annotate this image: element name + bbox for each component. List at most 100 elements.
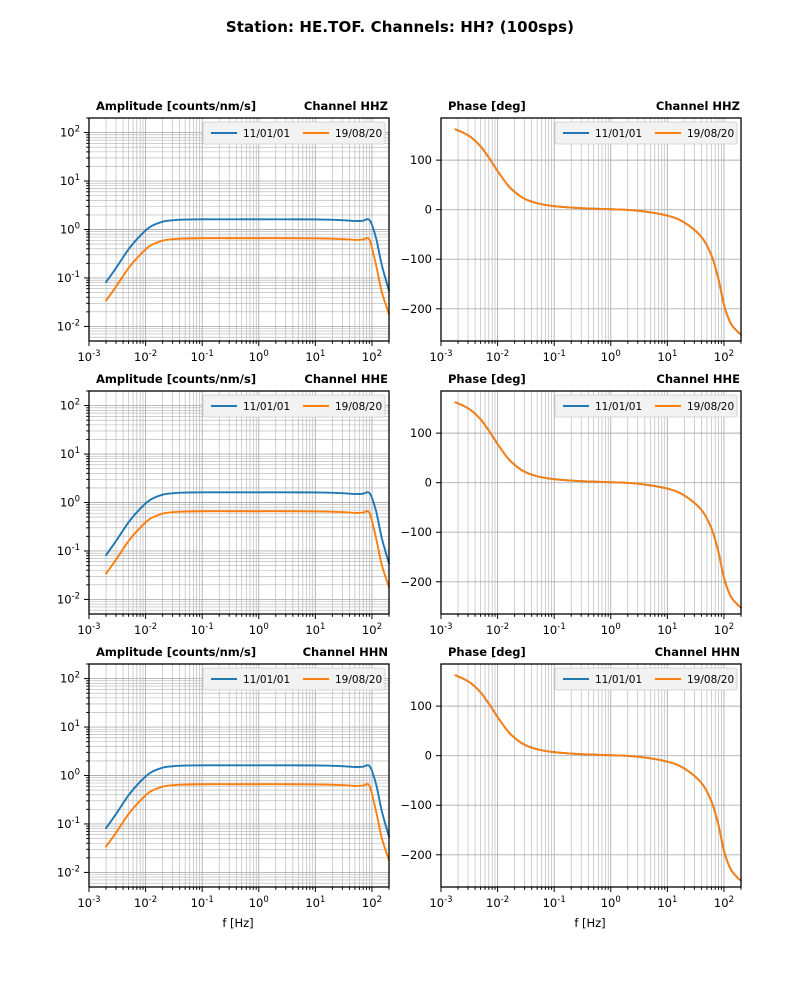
- svg-text:100: 100: [601, 895, 621, 910]
- gridlines: [88, 390, 390, 615]
- svg-text:102: 102: [60, 398, 80, 413]
- svg-text:10-1: 10-1: [191, 895, 214, 910]
- svg-text:10-2: 10-2: [134, 349, 157, 364]
- chart-svg: 10-3 10-2 10-1 100 101 102 10-2 10-1 100 101 102 11…: [57, 390, 390, 637]
- svg-text:100: 100: [410, 426, 432, 440]
- legend: 11/01/01 19/08/20: [202, 667, 386, 691]
- svg-text:10-1: 10-1: [543, 895, 566, 910]
- svg-text:100: 100: [410, 153, 432, 167]
- svg-text:−100: −100: [400, 252, 432, 266]
- channel-label-hhe-amplitude: Channel HHE: [304, 372, 388, 386]
- gridlines: [440, 391, 742, 614]
- axis-ticks: 10-3 10-2 10-1 100 101 102 10-2 10-1 100 101 102: [57, 390, 390, 637]
- svg-text:10-2: 10-2: [486, 622, 509, 637]
- svg-text:102: 102: [362, 895, 382, 910]
- legend-label-2: 19/08/20: [335, 401, 382, 413]
- axis-ticks: 10-3 10-2 10-1 100 101 102 10-2 10-1 100 101 102: [57, 663, 390, 910]
- legend-label-2: 19/08/20: [687, 128, 734, 140]
- data-series-group: [105, 491, 390, 588]
- amplitude-axis-label: Amplitude [counts/nm/s]: [96, 372, 257, 386]
- data-line-2: [105, 510, 390, 588]
- axis-ticks: 10-3 10-2 10-1 100 101 102 10-2 10-1 100 101 102: [57, 117, 390, 364]
- data-series-group: [454, 674, 742, 882]
- gridlines: [440, 118, 742, 341]
- svg-text:101: 101: [657, 895, 677, 910]
- legend: 11/01/01 19/08/20: [554, 121, 738, 145]
- svg-text:−200: −200: [400, 575, 432, 589]
- data-line-1: [105, 491, 390, 565]
- legend-box: [202, 667, 386, 691]
- amplitude-axis-label: Amplitude [counts/nm/s]: [96, 99, 257, 113]
- svg-text:10-1: 10-1: [57, 270, 80, 285]
- svg-text:−200: −200: [400, 848, 432, 862]
- svg-text:100: 100: [410, 699, 432, 713]
- gridlines: [440, 664, 742, 887]
- channel-label-hhn-phase: Channel HHN: [654, 645, 740, 659]
- channel-label-hhz-phase: Channel HHZ: [655, 99, 740, 113]
- plot-area-hhe-amplitude: 10-3 10-2 10-1 100 101 102 10-2 10-1 100 101 102 11…: [57, 390, 390, 637]
- data-line-1: [105, 218, 390, 292]
- svg-text:10-1: 10-1: [543, 349, 566, 364]
- channel-label-hhn-amplitude: Channel HHN: [302, 645, 388, 659]
- svg-text:0: 0: [425, 749, 432, 763]
- svg-text:100: 100: [60, 495, 80, 510]
- legend-label-1: 11/01/01: [243, 128, 290, 140]
- legend-box: [202, 121, 386, 145]
- chart-svg: 10-3 10-2 10-1 100 101 102 −200 −100 0 100 11/01/0…: [400, 663, 742, 910]
- svg-text:102: 102: [714, 622, 734, 637]
- svg-text:100: 100: [601, 349, 621, 364]
- legend-label-2: 19/08/20: [335, 128, 382, 140]
- svg-text:100: 100: [60, 768, 80, 783]
- amplitude-axis-label: Amplitude [counts/nm/s]: [96, 645, 257, 659]
- legend-label-1: 11/01/01: [595, 128, 642, 140]
- panel-hhz-amplitude: Amplitude [counts/nm/s] Channel HHZ 10-3…: [57, 99, 390, 364]
- svg-text:100: 100: [249, 895, 269, 910]
- svg-text:100: 100: [249, 622, 269, 637]
- svg-text:10-3: 10-3: [77, 895, 100, 910]
- legend-label-2: 19/08/20: [687, 401, 734, 413]
- svg-text:−100: −100: [400, 525, 432, 539]
- legend-label-2: 19/08/20: [335, 674, 382, 686]
- legend-label-1: 11/01/01: [243, 401, 290, 413]
- svg-text:10-1: 10-1: [191, 622, 214, 637]
- svg-text:102: 102: [60, 671, 80, 686]
- legend-box: [554, 394, 738, 418]
- svg-text:−100: −100: [400, 798, 432, 812]
- plot-area-hhe-phase: 10-3 10-2 10-1 100 101 102 −200 −100 0 100 11/01/0…: [400, 390, 742, 637]
- legend: 11/01/01 19/08/20: [554, 394, 738, 418]
- svg-text:10-3: 10-3: [429, 895, 452, 910]
- plot-area-hhz-amplitude: 10-3 10-2 10-1 100 101 102 10-2 10-1 100 101 102 11…: [57, 117, 390, 364]
- svg-text:102: 102: [362, 622, 382, 637]
- svg-text:−200: −200: [400, 302, 432, 316]
- svg-text:101: 101: [60, 173, 80, 188]
- legend-label-1: 11/01/01: [243, 674, 290, 686]
- axis-ticks: 10-3 10-2 10-1 100 101 102 −200 −100 0 100: [400, 426, 742, 637]
- svg-text:101: 101: [305, 622, 325, 637]
- data-line-1: [105, 764, 390, 838]
- svg-text:102: 102: [362, 349, 382, 364]
- plot-area-hhz-phase: 10-3 10-2 10-1 100 101 102 −200 −100 0 100 11/01/0…: [400, 117, 742, 364]
- svg-text:10-2: 10-2: [486, 895, 509, 910]
- x-axis-label-phase: f [Hz]: [574, 916, 606, 930]
- page-title: Station: HE.TOF. Channels: HH? (100sps): [225, 18, 575, 36]
- panel-hhn-phase: Phase [deg] Channel HHN 10-3 10-2 10-1 100 1…: [400, 645, 742, 930]
- data-line-2: [454, 674, 742, 882]
- chart-svg: 10-3 10-2 10-1 100 101 102 10-2 10-1 100 101 102 11…: [57, 117, 390, 364]
- data-line-2: [105, 783, 390, 861]
- legend: 11/01/01 19/08/20: [202, 394, 386, 418]
- svg-text:0: 0: [425, 203, 432, 217]
- chart-svg: 10-3 10-2 10-1 100 101 102 −200 −100 0 100 11/01/0…: [400, 390, 742, 637]
- svg-text:101: 101: [305, 895, 325, 910]
- data-series-group: [105, 764, 390, 861]
- panel-hhe-amplitude: Amplitude [counts/nm/s] Channel HHE 10-3…: [57, 372, 390, 637]
- channel-label-hhe-phase: Channel HHE: [656, 372, 740, 386]
- svg-text:10-2: 10-2: [57, 318, 80, 333]
- data-series-group: [454, 401, 742, 609]
- axis-ticks: 10-3 10-2 10-1 100 101 102 −200 −100 0 100: [400, 699, 742, 910]
- panel-header-hhe-phase: Phase [deg] Channel HHE: [440, 372, 740, 388]
- svg-text:10-2: 10-2: [57, 864, 80, 879]
- svg-text:10-3: 10-3: [429, 349, 452, 364]
- legend-box: [554, 667, 738, 691]
- panel-header-hhn-amplitude: Amplitude [counts/nm/s] Channel HHN: [88, 645, 388, 661]
